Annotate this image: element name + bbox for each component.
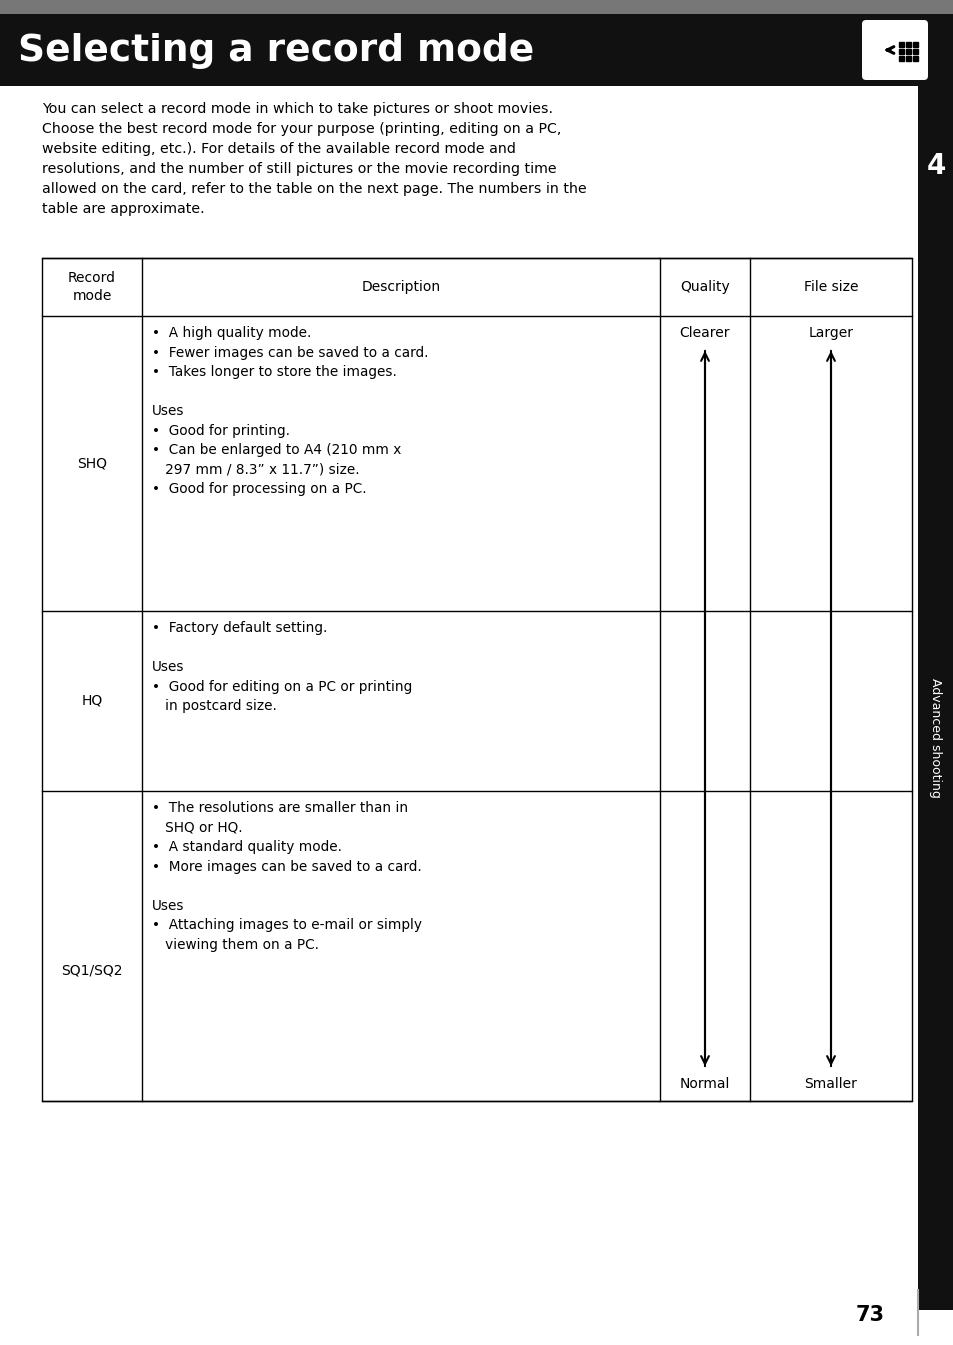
Text: 4: 4 bbox=[925, 152, 944, 180]
Text: HQ: HQ bbox=[81, 694, 103, 707]
Text: •  Factory default setting.

Uses
•  Good for editing on a PC or printing
   in : • Factory default setting. Uses • Good f… bbox=[152, 621, 412, 713]
Bar bbox=[905, 55, 910, 61]
Text: Record
mode: Record mode bbox=[68, 272, 116, 303]
Bar bbox=[898, 48, 903, 54]
Text: SQ1/SQ2: SQ1/SQ2 bbox=[61, 964, 123, 978]
Bar bbox=[905, 48, 910, 54]
Text: •  A high quality mode.
•  Fewer images can be saved to a card.
•  Takes longer : • A high quality mode. • Fewer images ca… bbox=[152, 325, 428, 496]
Text: Larger: Larger bbox=[807, 325, 853, 340]
Text: Description: Description bbox=[361, 280, 440, 295]
Bar bbox=[905, 42, 910, 47]
Text: Clearer: Clearer bbox=[679, 325, 729, 340]
FancyBboxPatch shape bbox=[862, 20, 927, 79]
Bar bbox=[0, 13, 953, 86]
Bar bbox=[912, 48, 917, 54]
Text: Advanced shooting: Advanced shooting bbox=[928, 678, 942, 798]
Text: Quality: Quality bbox=[679, 280, 729, 295]
Text: Normal: Normal bbox=[679, 1077, 729, 1091]
Text: •  The resolutions are smaller than in
   SHQ or HQ.
•  A standard quality mode.: • The resolutions are smaller than in SH… bbox=[152, 802, 421, 951]
Text: File size: File size bbox=[803, 280, 858, 295]
Bar bbox=[917, 86, 953, 1310]
Bar bbox=[912, 42, 917, 47]
Text: 73: 73 bbox=[855, 1305, 883, 1325]
Text: Smaller: Smaller bbox=[803, 1077, 857, 1091]
Text: You can select a record mode in which to take pictures or shoot movies.
Choose t: You can select a record mode in which to… bbox=[42, 102, 586, 217]
Bar bbox=[42, 258, 911, 1102]
Bar bbox=[0, 0, 953, 13]
Text: SHQ: SHQ bbox=[77, 456, 107, 471]
Bar bbox=[898, 42, 903, 47]
Bar bbox=[912, 55, 917, 61]
Bar bbox=[898, 55, 903, 61]
Text: Selecting a record mode: Selecting a record mode bbox=[18, 34, 534, 69]
